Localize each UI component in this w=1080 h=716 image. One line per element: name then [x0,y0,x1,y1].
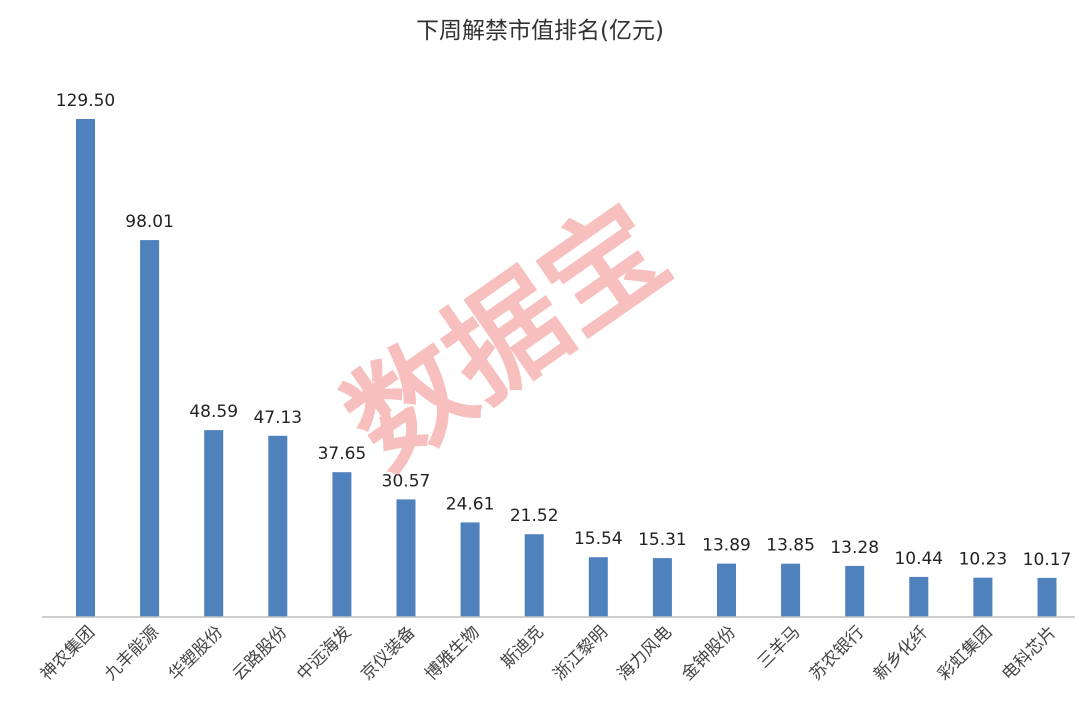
category-label: 电科芯片 [998,622,1060,684]
bar-value-label: 98.01 [125,212,174,232]
bar-苏农银行 [845,565,865,617]
bar-value-label: 47.13 [253,408,302,428]
value-labels-group: 129.50 98.01 48.59 47.13 37.65 30.57 24.61 21.5… [56,91,1072,570]
bar-value-label: 10.23 [959,550,1008,570]
category-label: 中远海发 [293,622,355,684]
bar-中远海发 [332,472,352,617]
bars-group [76,119,1057,617]
bar-电科芯片 [1037,577,1057,617]
bar-神农集团 [76,119,95,617]
bar-博雅生物 [460,522,480,617]
bar-九丰能源 [140,240,160,617]
category-label: 斯迪克 [498,622,548,672]
category-label: 金钟股份 [678,622,740,684]
bar-value-label: 10.44 [894,549,943,569]
bar-value-label: 13.28 [830,538,879,558]
bar-彩虹集团 [973,577,993,617]
category-label: 浙江黎明 [550,622,612,684]
category-label: 华塑股份 [165,622,227,684]
bar-value-label: 15.31 [638,530,687,550]
bar-三羊马 [781,563,801,617]
category-label: 博雅生物 [421,622,483,684]
bar-value-label: 21.52 [510,506,559,526]
category-label: 九丰能源 [101,622,163,684]
chart-title: 下周解禁市值排名(亿元) [416,18,664,44]
bar-斯迪克 [524,534,544,617]
bar-新乡化纤 [909,576,929,617]
bar-京仪装备 [396,499,416,617]
bar-海力风电 [652,558,672,617]
category-labels-group: 神农集团 九丰能源 华塑股份 云路股份 中远海发 京仪装备 博雅生物 斯迪克 浙江黎明 海力风电金… [37,622,1061,684]
bar-value-label: 48.59 [189,402,238,422]
category-label: 京仪装备 [357,622,419,684]
bar-value-label: 15.54 [574,529,623,549]
bar-value-label: 10.17 [1023,550,1072,570]
bar-金钟股份 [717,563,736,617]
watermark: 数据宝 [322,178,691,494]
category-label: 苏农银行 [806,622,868,684]
bar-value-label: 37.65 [318,444,367,464]
bar-value-label: 24.61 [446,494,495,514]
category-label: 海力风电 [614,622,676,684]
bar-value-label: 129.50 [56,91,115,111]
bar-value-label: 13.85 [766,536,815,556]
category-label: 彩虹集团 [934,622,996,684]
bar-云路股份 [268,435,288,617]
category-label: 三羊马 [754,622,804,672]
category-label: 新乡化纤 [870,622,932,684]
bar-华塑股份 [204,430,224,617]
bar-浙江黎明 [588,557,608,617]
category-label: 云路股份 [229,622,291,684]
bar-value-label: 30.57 [382,471,431,491]
bar-value-label: 13.89 [702,536,751,556]
category-label: 神农集团 [37,622,99,684]
